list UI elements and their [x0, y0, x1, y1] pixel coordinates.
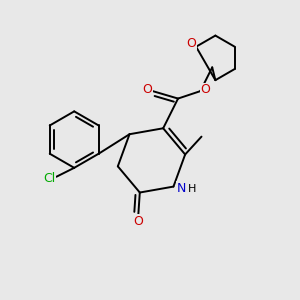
Text: O: O — [142, 83, 152, 96]
Text: O: O — [134, 215, 143, 228]
Text: O: O — [187, 37, 196, 50]
Text: Cl: Cl — [43, 172, 55, 185]
Text: N: N — [177, 182, 187, 195]
Text: O: O — [201, 83, 211, 96]
Text: H: H — [188, 184, 196, 194]
